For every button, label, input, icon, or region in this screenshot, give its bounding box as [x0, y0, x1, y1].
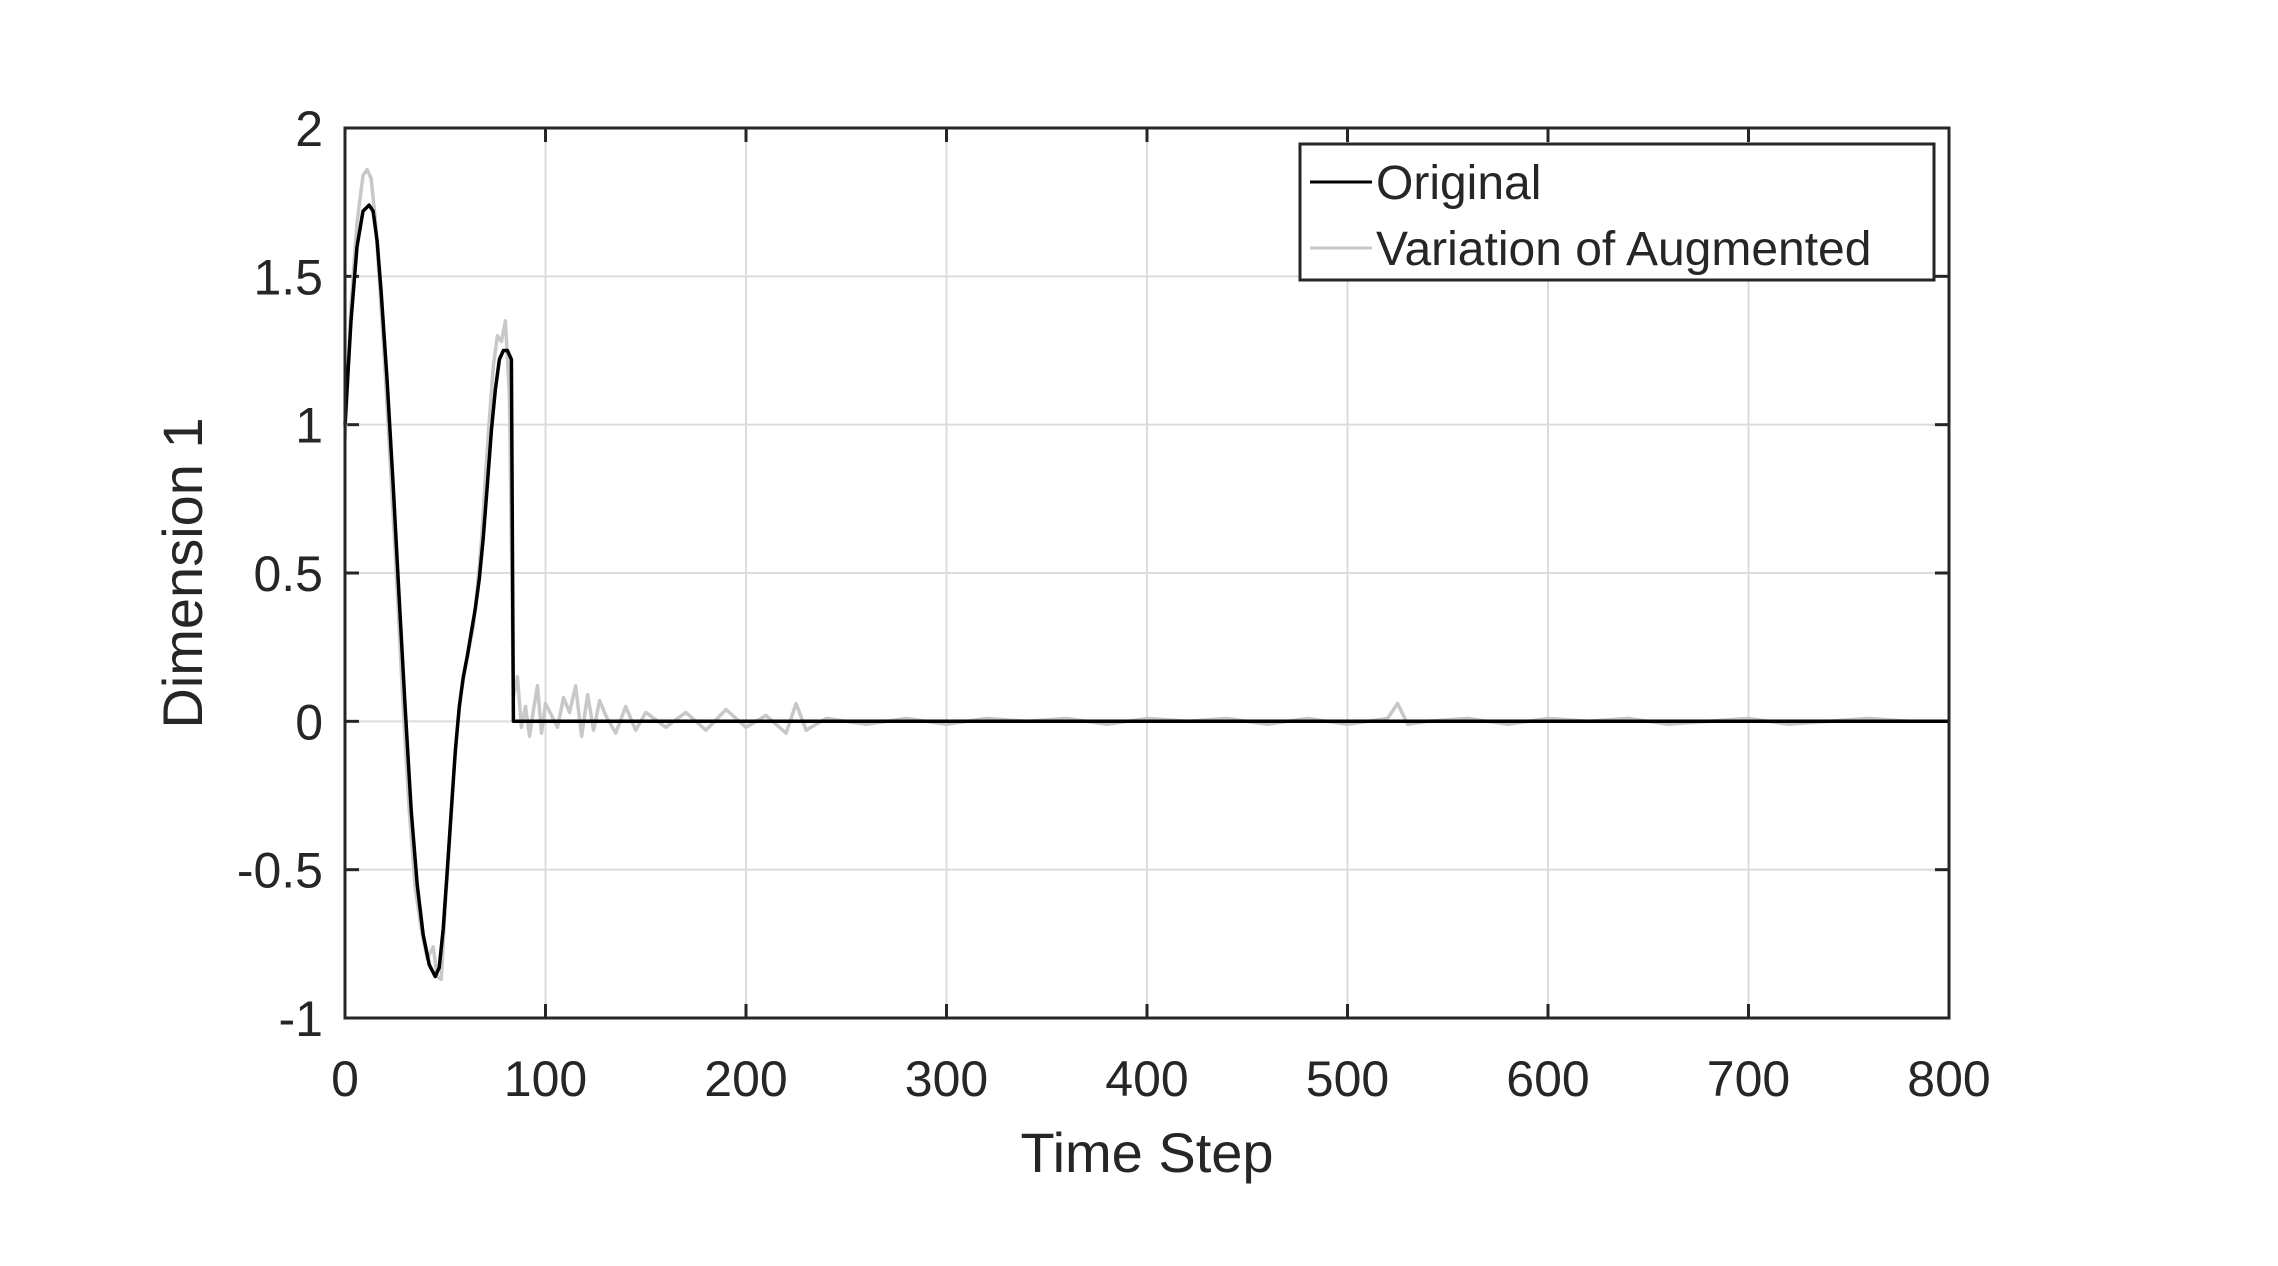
legend-label-original: Original [1376, 157, 1541, 210]
series-original-line [343, 203, 1949, 979]
y-tick-label: -1 [279, 991, 323, 1047]
x-axis-label: Time Step [1020, 1121, 1273, 1184]
y-tick-label: 2 [295, 101, 323, 157]
x-tick-label: 200 [704, 1051, 787, 1107]
y-tick-label: 1.5 [253, 249, 323, 305]
x-tick-label: 300 [905, 1051, 988, 1107]
y-tick-label: 0.5 [253, 546, 323, 602]
x-tick-label: 400 [1105, 1051, 1188, 1107]
y-tick-label: -0.5 [237, 843, 323, 899]
legend-box [1298, 142, 1936, 282]
y-tick-labels: -1 -0.5 0 0.5 1 1.5 2 [237, 101, 323, 1047]
x-tick-label: 800 [1907, 1051, 1990, 1107]
legend: Original Variation of Augmented [1298, 142, 1936, 282]
plot-frame [343, 126, 1951, 1020]
x-tick-label: 600 [1506, 1051, 1589, 1107]
x-tick-label: 700 [1707, 1051, 1790, 1107]
x-tick-labels: 0 100 200 300 400 500 600 700 800 [331, 1051, 1991, 1107]
x-tick-label: 0 [331, 1051, 359, 1107]
x-tick-label: 100 [504, 1051, 587, 1107]
y-tick-label: 0 [295, 694, 323, 750]
y-axis-label: Dimension 1 [151, 417, 214, 728]
y-tick-label: 1 [295, 398, 323, 454]
legend-label-augmented: Variation of Augmented [1376, 223, 1871, 276]
x-tick-label: 500 [1306, 1051, 1389, 1107]
data-series [343, 167, 1949, 982]
